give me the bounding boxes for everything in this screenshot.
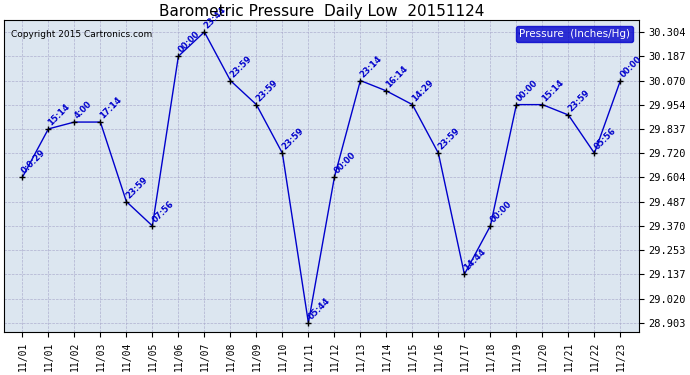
Text: 16:14: 16:14 <box>384 64 410 90</box>
Text: 15:14: 15:14 <box>46 102 72 128</box>
Text: 23:59: 23:59 <box>566 88 591 114</box>
Text: 05:56: 05:56 <box>592 126 618 152</box>
Title: Barometric Pressure  Daily Low  20151124: Barometric Pressure Daily Low 20151124 <box>159 4 484 19</box>
Text: Copyright 2015 Cartronics.com: Copyright 2015 Cartronics.com <box>10 30 152 39</box>
Text: 15:14: 15:14 <box>540 78 566 103</box>
Text: 4:00: 4:00 <box>72 100 93 121</box>
Text: 00:00: 00:00 <box>618 54 643 79</box>
Text: 23:59: 23:59 <box>124 175 149 200</box>
Text: 00:00: 00:00 <box>489 200 513 225</box>
Text: 23:44: 23:44 <box>202 5 228 31</box>
Text: 14:29: 14:29 <box>410 78 435 103</box>
Text: 23:59: 23:59 <box>228 54 253 79</box>
Text: 0:0:29: 0:0:29 <box>20 148 48 176</box>
Text: 23:59: 23:59 <box>254 78 279 103</box>
Text: 23:59: 23:59 <box>280 127 306 152</box>
Text: 17:14: 17:14 <box>98 95 124 121</box>
Text: 07:56: 07:56 <box>150 199 175 225</box>
Text: 05:44: 05:44 <box>306 296 331 321</box>
Text: 00:00: 00:00 <box>514 78 539 103</box>
Text: 00:00: 00:00 <box>332 151 357 176</box>
Text: 00:00: 00:00 <box>176 30 201 55</box>
Text: 14:44: 14:44 <box>462 248 488 273</box>
Legend: Pressure  (Inches/Hg): Pressure (Inches/Hg) <box>516 26 633 42</box>
Text: 23:59: 23:59 <box>436 127 462 152</box>
Text: 23:14: 23:14 <box>358 54 384 79</box>
